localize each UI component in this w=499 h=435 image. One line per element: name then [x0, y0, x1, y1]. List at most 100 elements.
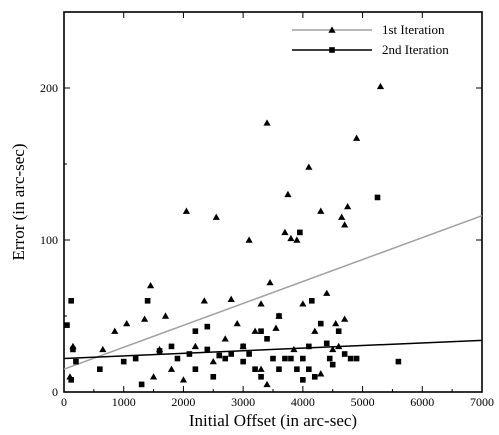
- triangle-point: [251, 327, 259, 334]
- square-point: [317, 320, 324, 327]
- triangle-point: [257, 365, 265, 372]
- square-point: [204, 346, 211, 353]
- square-point: [326, 355, 333, 362]
- triangle-point: [233, 320, 241, 327]
- triangle-point: [353, 134, 361, 141]
- square-point: [309, 298, 315, 304]
- triangle-point: [266, 278, 274, 286]
- square-point: [192, 366, 199, 372]
- triangle-point: [284, 190, 292, 198]
- triangle-point: [338, 213, 346, 220]
- x-tick-label: 1000: [112, 395, 136, 409]
- square-point: [288, 355, 294, 362]
- square-point: [174, 355, 181, 362]
- square-point: [282, 355, 288, 362]
- square-point: [73, 358, 79, 365]
- square-point: [138, 381, 145, 388]
- square-point: [228, 351, 234, 357]
- square-point: [68, 298, 74, 304]
- square-point: [246, 351, 252, 357]
- triangle-point: [227, 295, 235, 302]
- triangle-point: [376, 82, 385, 90]
- triangle-point: [257, 300, 265, 307]
- y-axis-label: Error (in arc-sec): [9, 143, 28, 260]
- triangle-point: [200, 297, 208, 304]
- square-point: [258, 374, 264, 380]
- x-tick-label: 6000: [410, 395, 434, 409]
- triangle-point: [245, 236, 253, 243]
- triangle-point: [281, 228, 289, 236]
- triangle-point: [221, 335, 229, 342]
- square-point: [276, 366, 282, 372]
- triangle-point: [311, 327, 319, 334]
- square-point: [216, 352, 223, 359]
- square-point: [374, 194, 381, 201]
- x-tick-label: 3000: [231, 395, 255, 409]
- legend-marker: [329, 47, 335, 53]
- triangle-point: [317, 370, 325, 377]
- square-point: [306, 366, 312, 372]
- triangle-point: [323, 289, 331, 296]
- square-point: [97, 366, 103, 372]
- triangle-point: [111, 327, 119, 334]
- x-tick-label: 7000: [470, 395, 494, 409]
- triangle-point: [161, 312, 170, 319]
- square-point: [252, 366, 258, 372]
- series-points: [64, 82, 402, 388]
- triangle-point: [146, 282, 155, 289]
- fit-lines: [63, 214, 483, 370]
- triangle-point: [263, 119, 271, 126]
- fit-line: [63, 214, 483, 370]
- triangle-point: [179, 376, 188, 383]
- legend-label: 1st Iteration: [382, 22, 445, 37]
- square-point: [240, 343, 246, 350]
- triangle-point: [99, 345, 107, 353]
- square-point: [300, 355, 306, 362]
- square-point: [210, 374, 217, 380]
- triangle-point: [123, 320, 131, 327]
- square-point: [132, 355, 139, 362]
- triangle-point: [263, 380, 271, 388]
- square-point: [335, 328, 342, 334]
- square-point: [258, 328, 264, 334]
- square-point: [306, 343, 312, 350]
- triangle-point: [335, 342, 343, 350]
- square-point: [347, 355, 354, 362]
- legend-label: 2nd Iteration: [382, 42, 449, 57]
- triangle-point: [141, 315, 149, 322]
- y-tick-label: 0: [52, 385, 58, 399]
- triangle-point: [212, 213, 220, 220]
- square-point: [270, 355, 276, 362]
- square-point: [264, 336, 270, 342]
- square-point: [297, 229, 303, 236]
- square-point: [68, 377, 74, 383]
- x-tick-label: 2000: [171, 395, 195, 409]
- triangle-point: [293, 236, 301, 243]
- square-point: [276, 313, 282, 319]
- square-point: [204, 323, 211, 330]
- legend: 1st Iteration 2nd Iteration: [292, 22, 449, 57]
- square-point: [156, 348, 163, 354]
- triangle-point: [191, 342, 199, 350]
- square-point: [312, 374, 318, 380]
- x-axis-label: Initial Offset (in arc-sec): [189, 411, 357, 430]
- triangle-point: [332, 320, 340, 327]
- square-point: [168, 343, 175, 350]
- triangle-point: [290, 345, 298, 353]
- square-point: [353, 355, 360, 362]
- triangle-point: [167, 365, 176, 372]
- triangle-point: [209, 358, 217, 365]
- square-point: [64, 322, 70, 328]
- y-axis-ticks: 0 100 200: [40, 11, 482, 399]
- square-point: [70, 346, 76, 353]
- square-point: [144, 298, 151, 304]
- square-point: [395, 358, 402, 365]
- triangle-point: [317, 207, 325, 214]
- square-point: [222, 355, 229, 362]
- triangle-point: [341, 221, 349, 228]
- legend-marker: [328, 26, 336, 33]
- square-point: [294, 366, 300, 372]
- x-axis-ticks: 0 1000 2000 3000 4000 5000 6000 7000: [61, 12, 494, 409]
- square-point: [300, 377, 306, 383]
